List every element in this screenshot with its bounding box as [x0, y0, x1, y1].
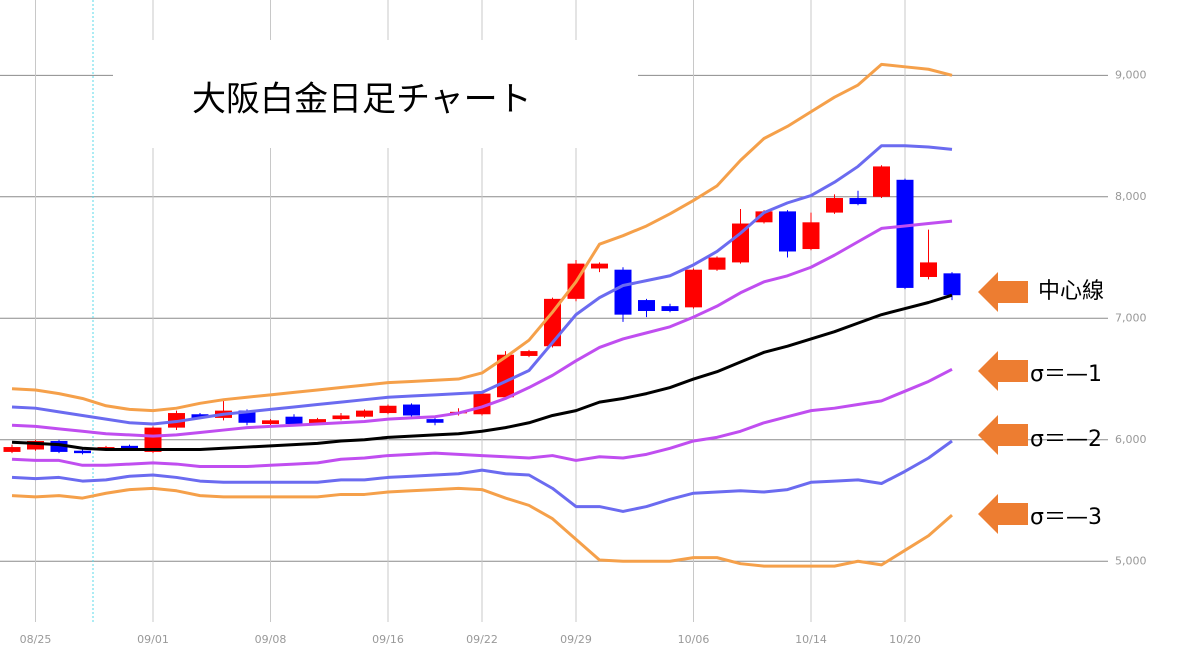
band-line	[11, 144, 953, 426]
arrow	[978, 351, 1028, 391]
candle-body	[309, 419, 326, 424]
candle-body	[3, 447, 21, 452]
candle-body	[732, 223, 749, 263]
band-line	[11, 62, 953, 413]
candle-body	[379, 405, 397, 414]
candle-body	[27, 440, 44, 450]
band-line	[11, 293, 953, 451]
candle-body	[638, 300, 655, 311]
candle-body	[50, 440, 68, 452]
candle-body	[191, 414, 209, 418]
candle-body	[873, 166, 890, 197]
candle-body	[802, 222, 820, 250]
candle-body	[661, 306, 679, 311]
x-tick-label: 09/01	[137, 633, 169, 646]
candle-body	[591, 263, 608, 269]
annotation: σ＝—1	[1030, 362, 1102, 387]
x-tick-label: 09/22	[466, 633, 498, 646]
candle-body	[544, 298, 561, 347]
band-line	[11, 219, 953, 438]
x-tick-label: 08/25	[20, 633, 52, 646]
candle-body	[262, 420, 279, 424]
candle-body	[520, 351, 538, 356]
plot-layer	[3, 62, 961, 568]
candle-body	[285, 416, 303, 424]
candle-body	[779, 211, 796, 252]
annotation: σ＝—3	[1030, 505, 1102, 530]
y-tick-label: 9,000	[1115, 68, 1147, 81]
annotation: 中心線	[1038, 279, 1104, 304]
chart-title: 大阪白金日足チャート	[192, 80, 532, 120]
y-tick-label: 8,000	[1115, 190, 1147, 203]
candle-body	[497, 354, 514, 398]
candle-body	[426, 419, 444, 423]
arrow	[978, 415, 1028, 455]
x-tick-label: 09/08	[255, 633, 287, 646]
candle-body	[403, 404, 420, 416]
candle-body	[920, 262, 937, 277]
band-line	[11, 486, 953, 568]
candle-body	[614, 269, 632, 315]
candle-body	[356, 410, 373, 417]
y-tick-label: 5,000	[1115, 554, 1147, 567]
candle-body	[332, 415, 350, 420]
y-tick-label: 6,000	[1115, 433, 1147, 446]
band-line	[11, 367, 953, 468]
candle-body	[121, 445, 138, 449]
arrow	[978, 494, 1028, 534]
candle-body	[144, 427, 162, 452]
candle-body	[755, 211, 773, 223]
candle-body	[896, 179, 914, 288]
candle-body	[826, 198, 843, 213]
candle-body	[708, 257, 726, 270]
x-tick-label: 09/29	[560, 633, 592, 646]
candle-body	[943, 273, 961, 296]
x-tick-label: 10/20	[889, 633, 921, 646]
candle-body	[685, 269, 702, 308]
annotation: σ＝—2	[1030, 427, 1102, 452]
band-line	[11, 439, 953, 513]
arrow	[978, 272, 1028, 312]
x-tick-label: 09/16	[372, 633, 404, 646]
title-box	[113, 40, 638, 148]
candle-body	[74, 450, 91, 454]
x-tick-label: 10/14	[795, 633, 827, 646]
candle-body	[849, 198, 867, 205]
x-tick-label: 10/06	[678, 633, 710, 646]
y-tick-label: 7,000	[1115, 311, 1147, 324]
